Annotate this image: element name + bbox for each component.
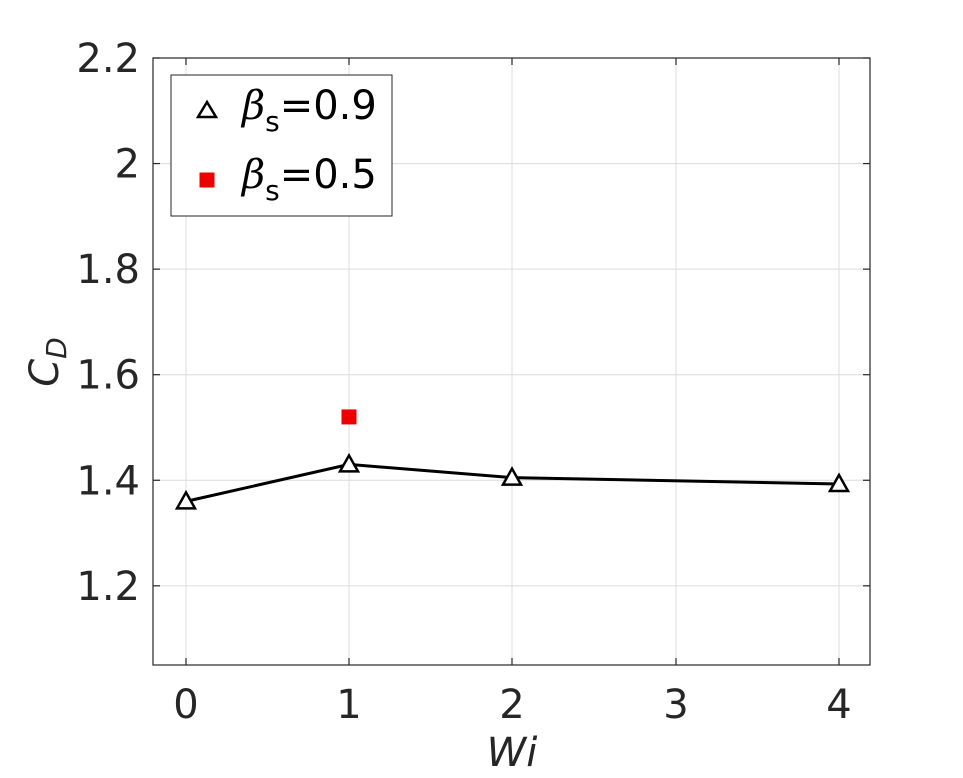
legend-item-0: βs=0.9: [195, 83, 377, 138]
y-axis-label-sub: D: [40, 337, 73, 359]
series-line-0: [185, 462, 840, 503]
x-tick-labels: 0 1 2 3 4: [173, 682, 851, 728]
legend-marker-square-icon: [199, 172, 215, 188]
y-tick-labels: 1.2 1.4 1.6 1.8 2 2.2: [76, 36, 140, 610]
legend-value: =0.9: [280, 83, 377, 129]
series-markers: [174, 409, 851, 510]
legend-marker-triangle-icon: [195, 99, 219, 119]
y-tick-label: 2: [115, 142, 140, 188]
x-tick-label: 2: [499, 682, 524, 728]
data-point-triangle: [827, 472, 851, 493]
legend-symbol: β: [240, 152, 265, 198]
svg-text:CD: CD: [22, 337, 73, 387]
x-tick-label: 4: [826, 682, 851, 728]
legend-subscript: s: [265, 105, 280, 138]
svg-text:βs=0.5: βs=0.5: [240, 152, 377, 207]
series-lines: [185, 462, 840, 503]
axis-ticks: [153, 57, 870, 665]
legend-subscript: s: [265, 174, 280, 207]
y-tick-label: 2.2: [76, 36, 140, 82]
data-point-triangle: [337, 452, 361, 473]
legend-box: [170, 74, 393, 217]
y-tick-label: 1.4: [76, 458, 140, 504]
data-point-triangle: [500, 466, 524, 486]
y-tick-label: 1.8: [76, 247, 140, 293]
x-tick-label: 1: [336, 682, 361, 728]
x-tick-label: 0: [173, 682, 198, 728]
x-axis-label: Wi: [487, 730, 538, 776]
y-axis-label: CD: [22, 337, 73, 387]
x-tick-label: 3: [663, 682, 688, 728]
y-tick-label: 1.2: [76, 564, 140, 610]
legend-symbol: β: [240, 83, 265, 129]
legend-item-1: βs=0.5: [199, 152, 377, 207]
svg-text:βs=0.9: βs=0.9: [240, 83, 377, 138]
data-point-triangle: [174, 489, 198, 510]
legend-value: =0.5: [280, 152, 377, 198]
legend: βs=0.9 βs=0.5: [170, 74, 393, 217]
y-tick-label: 1.6: [76, 353, 140, 399]
y-axis-label-main: C: [22, 359, 68, 387]
data-point-square: [341, 409, 357, 425]
